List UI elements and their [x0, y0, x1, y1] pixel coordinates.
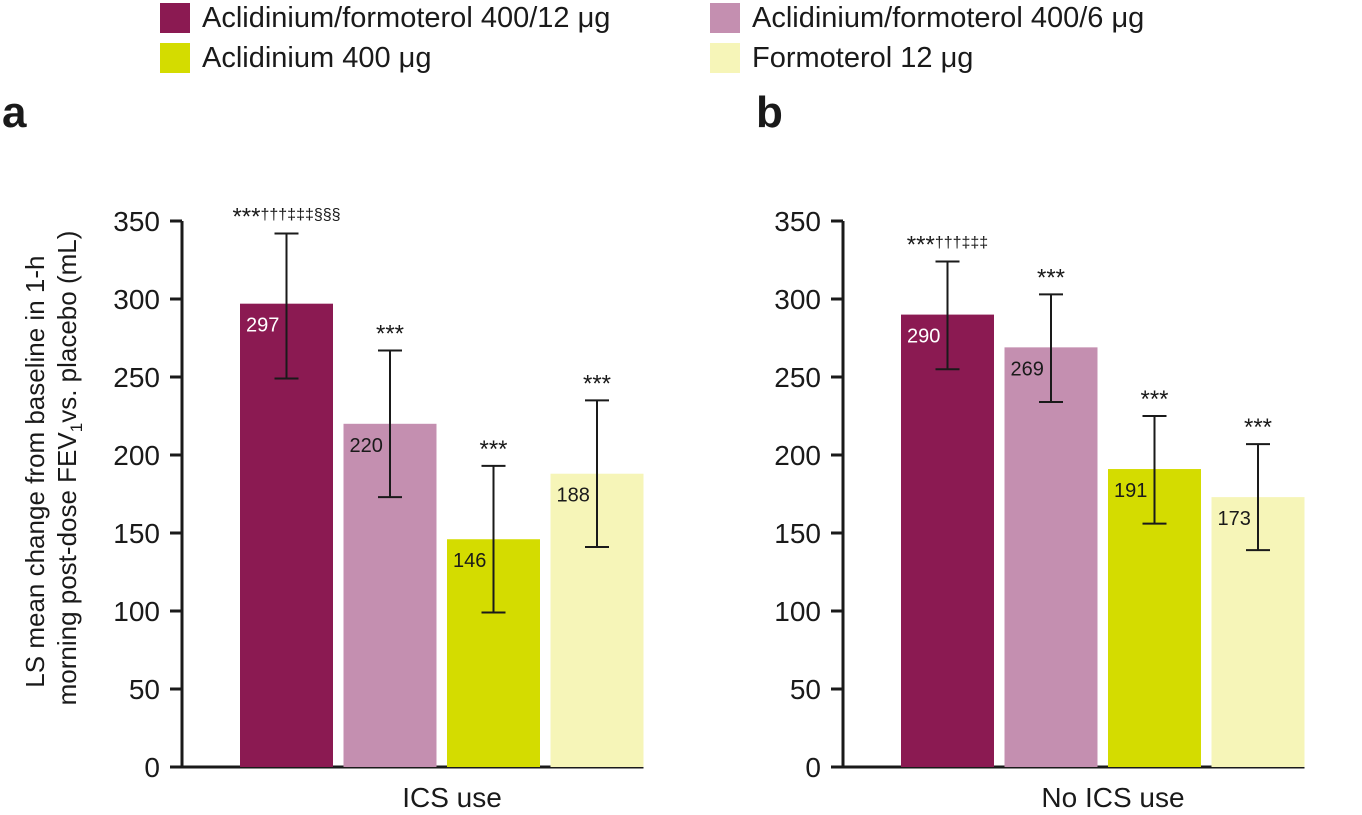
x-axis-label: No ICS use: [1041, 782, 1184, 813]
y-axis-label-fev: morning post-dose FEV: [52, 432, 82, 706]
bar: [240, 303, 333, 767]
y-tick-label: 300: [774, 284, 821, 315]
significance-annotation: ***: [1244, 414, 1272, 441]
significance-annotation: ***†††‡‡‡§§§: [232, 203, 340, 230]
y-tick-label: 250: [774, 362, 821, 393]
legend-item: Formoterol 12 μg: [710, 40, 973, 76]
y-tick-label: 200: [774, 440, 821, 471]
y-tick-label: 350: [774, 206, 821, 237]
bar-value-label: 220: [350, 435, 383, 457]
significance-symbols: †††‡‡‡§§§: [260, 206, 340, 223]
significance-annotation: ***: [1037, 264, 1065, 291]
bar-value-label: 191: [1114, 480, 1147, 502]
bar-value-label: 269: [1011, 358, 1044, 380]
bar-value-label: 290: [907, 326, 940, 348]
legend-item: Aclidinium 400 μg: [160, 40, 432, 76]
legend-label: Aclidinium/formoterol 400/6 μg: [752, 1, 1145, 34]
legend-swatch: [160, 43, 190, 73]
legend-label: Formoterol 12 μg: [752, 41, 974, 74]
bar-value-label: 173: [1218, 508, 1251, 530]
significance-annotation: ***: [1140, 386, 1168, 413]
bar-value-label: 146: [453, 550, 486, 572]
panel-label: a: [2, 88, 27, 137]
panel-label: b: [756, 88, 783, 137]
y-tick-label: 150: [113, 518, 160, 549]
significance-stars: ***: [907, 232, 935, 259]
y-tick-label: 0: [144, 752, 160, 783]
y-tick-label: 350: [113, 206, 160, 237]
y-axis-label-line-1: LS mean change from baseline in 1-h: [20, 256, 50, 688]
significance-annotation: ***: [376, 320, 404, 347]
significance-symbols: †††‡‡‡: [935, 235, 988, 252]
legend-label: Aclidinium/formoterol 400/12 μg: [202, 1, 611, 34]
y-tick-label: 150: [774, 518, 821, 549]
y-tick-label: 100: [113, 596, 160, 627]
significance-annotation: ***†††‡‡‡: [907, 232, 988, 259]
legend-swatch: [160, 3, 190, 33]
y-axis-label: LS mean change from baseline in 1-h morn…: [20, 231, 86, 706]
y-axis-label-subscript: 1: [67, 423, 86, 432]
y-axis-label-line-2: morning post-dose FEV1vs. placebo (mL): [52, 231, 86, 706]
legend-item: Aclidinium/formoterol 400/6 μg: [710, 0, 1144, 36]
y-tick-label: 300: [113, 284, 160, 315]
legend-swatch: [710, 3, 740, 33]
y-axis-label-rest: vs. placebo (mL): [52, 231, 82, 423]
bar-value-label: 188: [557, 485, 590, 507]
bar-value-label: 297: [246, 315, 279, 337]
legend-label: Aclidinium 400 μg: [202, 41, 432, 74]
significance-stars: ***: [232, 203, 260, 230]
y-tick-label: 0: [805, 752, 821, 783]
bar: [901, 314, 994, 767]
x-axis-label: ICS use: [402, 782, 502, 813]
y-tick-label: 250: [113, 362, 160, 393]
y-tick-label: 100: [774, 596, 821, 627]
significance-annotation: ***: [479, 436, 507, 463]
y-tick-label: 50: [129, 674, 160, 705]
bar: [1004, 347, 1098, 767]
significance-annotation: ***: [583, 370, 611, 397]
y-tick-label: 50: [790, 674, 821, 705]
legend-item: Aclidinium/formoterol 400/12 μg: [160, 0, 610, 36]
y-tick-label: 200: [113, 440, 160, 471]
legend-swatch: [710, 43, 740, 73]
